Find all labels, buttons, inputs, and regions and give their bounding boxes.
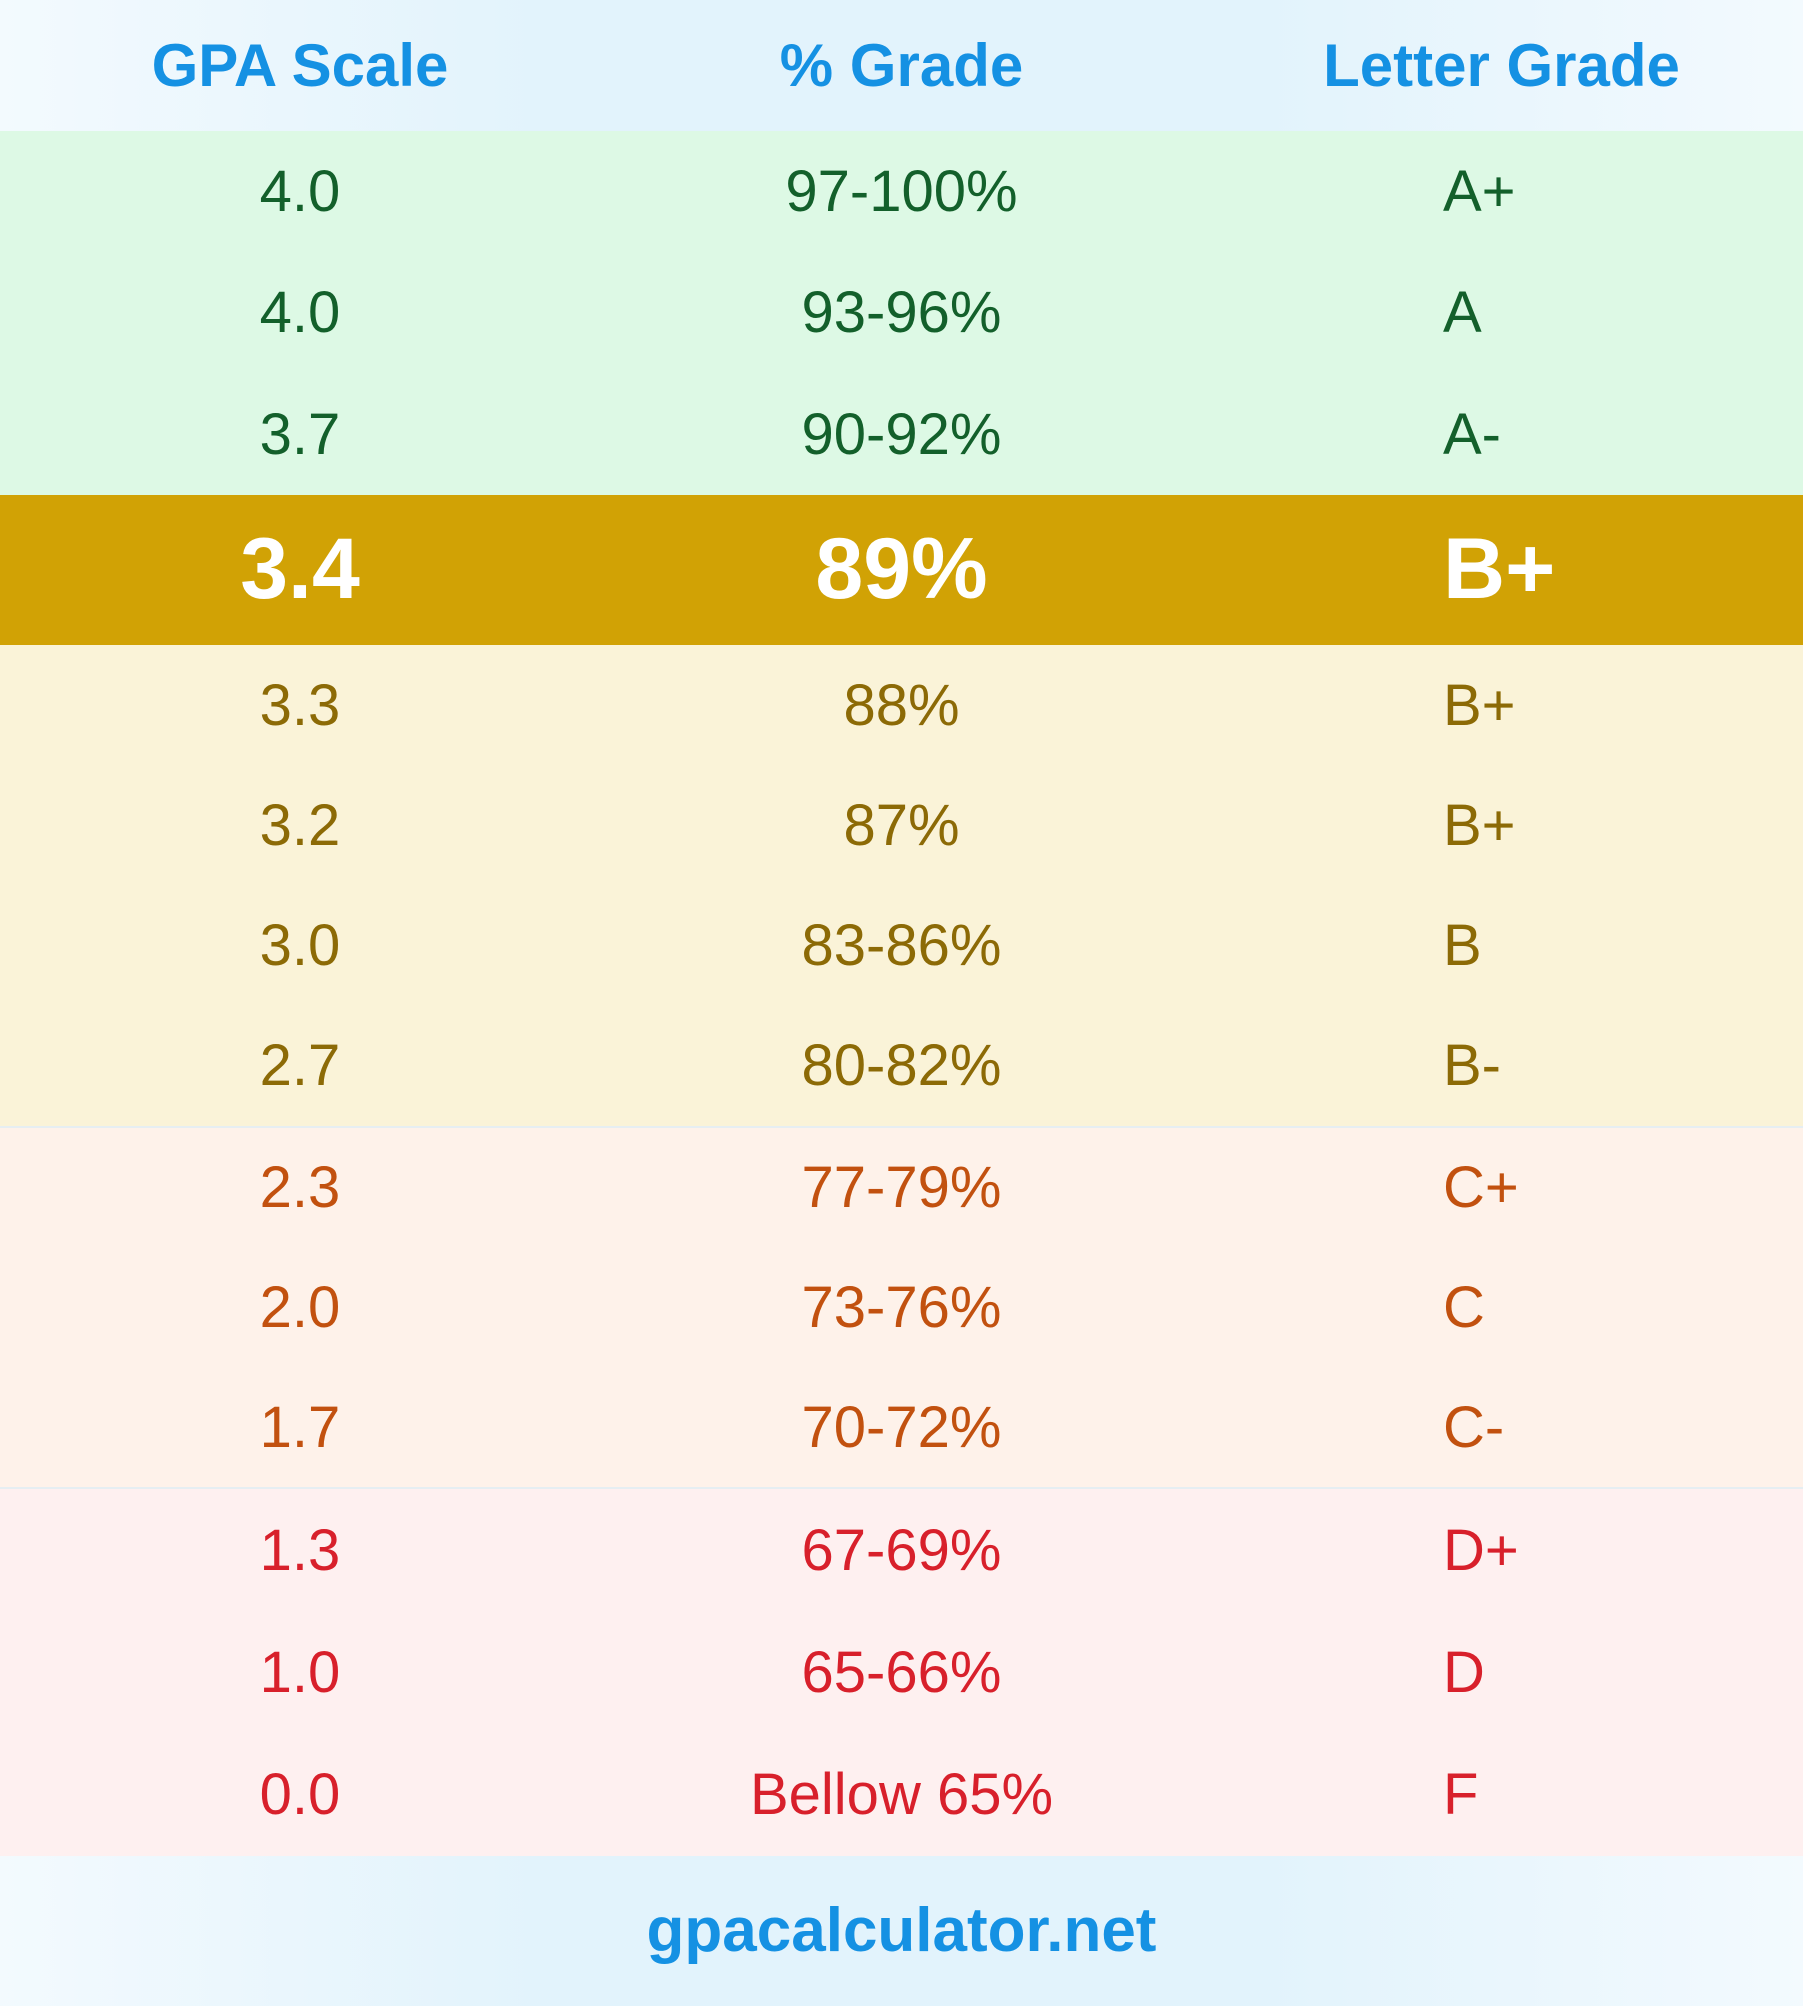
cell-percent: 65-66% [801, 1639, 1002, 1705]
cell-percent: 67-69% [801, 1517, 1002, 1583]
table-row: 1.0 65-66% D [0, 1611, 1803, 1734]
cell-percent: 89% [815, 521, 988, 618]
table-row: 4.0 93-96% A [0, 252, 1803, 374]
cell-letter: D [1443, 1639, 1485, 1705]
grade-table-body: 4.0 97-100% A+ 4.0 93-96% A 3.7 90-92% A- 3.4 89% B… [0, 131, 1803, 1856]
cell-letter: B+ [1443, 521, 1556, 618]
header-gpa-scale: GPA Scale [151, 32, 449, 99]
table-row: 2.3 77-79% C+ [0, 1125, 1803, 1248]
cell-gpa: 3.7 [259, 401, 341, 467]
cell-percent: 80-82% [801, 1033, 1002, 1099]
site-name: gpacalculator.net [646, 1896, 1157, 1966]
cell-letter: B+ [1443, 672, 1516, 738]
table-header: GPA Scale % Grade Letter Grade [0, 0, 1803, 131]
cell-percent: 87% [843, 792, 960, 858]
table-row: 2.7 80-82% B- [0, 1005, 1803, 1126]
table-row: 2.0 73-76% C [0, 1247, 1803, 1368]
cell-letter: D+ [1443, 1517, 1519, 1583]
cell-gpa: 3.3 [259, 672, 341, 738]
header-percent-grade: % Grade [779, 32, 1024, 99]
table-row: 1.3 67-69% D+ [0, 1486, 1803, 1612]
table-row: 3.3 88% B+ [0, 644, 1803, 766]
table-row: 3.2 87% B+ [0, 765, 1803, 886]
cell-percent: 93-96% [801, 280, 1002, 346]
cell-percent: 77-79% [801, 1155, 1002, 1221]
cell-gpa: 1.3 [259, 1517, 341, 1583]
cell-gpa: 2.3 [259, 1155, 341, 1221]
cell-letter: C [1443, 1274, 1485, 1340]
cell-gpa: 2.7 [259, 1033, 341, 1099]
cell-gpa: 3.2 [259, 792, 341, 858]
cell-gpa: 4.0 [259, 159, 341, 225]
table-row: 3.7 90-92% A- [0, 373, 1803, 495]
table-row: 4.0 97-100% A+ [0, 131, 1803, 253]
cell-gpa: 2.0 [259, 1274, 341, 1340]
cell-percent: 88% [843, 672, 960, 738]
cell-letter: B [1443, 913, 1482, 979]
table-row: 3.0 83-86% B [0, 885, 1803, 1006]
cell-gpa: 1.7 [259, 1394, 341, 1460]
cell-percent: Bellow 65% [749, 1762, 1054, 1828]
cell-gpa: 1.0 [259, 1639, 341, 1705]
cell-percent: 90-92% [801, 401, 1002, 467]
table-row: 1.7 70-72% C- [0, 1367, 1803, 1487]
cell-letter: C+ [1443, 1155, 1519, 1221]
cell-gpa: 0.0 [259, 1762, 341, 1828]
cell-letter: B- [1443, 1033, 1501, 1099]
cell-letter: A+ [1443, 159, 1516, 225]
highlighted-row: 3.4 89% B+ [0, 494, 1803, 645]
cell-percent: 83-86% [801, 913, 1002, 979]
cell-letter: A [1443, 280, 1482, 346]
cell-letter: F [1443, 1762, 1479, 1828]
table-row: 0.0 Bellow 65% F [0, 1733, 1803, 1856]
cell-gpa: 4.0 [259, 280, 341, 346]
cell-percent: 70-72% [801, 1394, 1002, 1460]
cell-gpa: 3.4 [240, 521, 360, 618]
header-letter-grade: Letter Grade [1323, 32, 1680, 99]
cell-percent: 97-100% [785, 159, 1018, 225]
cell-letter: A- [1443, 401, 1501, 467]
cell-letter: B+ [1443, 792, 1516, 858]
cell-percent: 73-76% [801, 1274, 1002, 1340]
footer: gpacalculator.net [0, 1855, 1803, 2006]
cell-gpa: 3.0 [259, 913, 341, 979]
cell-letter: C- [1443, 1394, 1505, 1460]
